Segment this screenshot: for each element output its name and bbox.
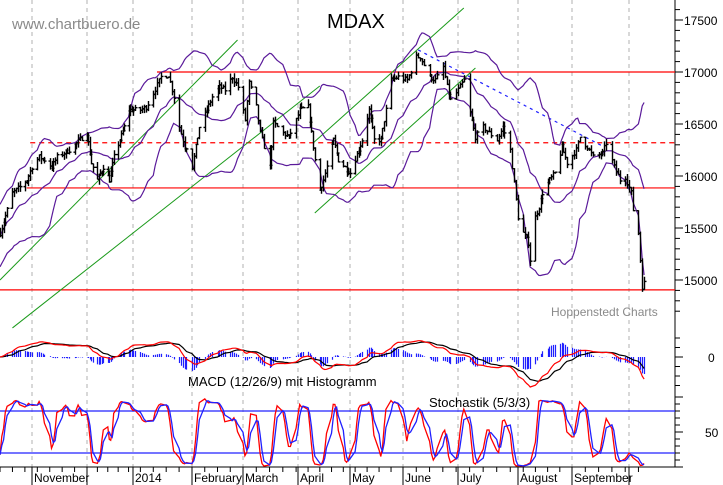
price-bar [313,147,318,162]
price-bar [184,147,189,153]
price-bar [210,93,215,107]
price-bar [30,167,35,175]
chart-title: MDAX [327,11,385,33]
price-bar [301,106,306,109]
month-label: May [352,471,375,485]
month-label: July [460,471,481,485]
price-bar [462,75,467,83]
price-bar [80,136,85,142]
price-bar [553,171,558,174]
stochastic-d-line [0,400,645,467]
trendline [312,7,465,144]
price-bar [275,122,280,128]
price-bar [288,128,293,139]
price-bar [172,88,177,104]
macd-label: MACD (12/26/9) mit Histogramm [188,374,377,389]
macd-signal-line [0,341,645,382]
stochastic-50-label: 50 [705,426,719,440]
trendline [0,39,238,281]
source-credit: Hoppenstedt Charts [551,305,658,319]
price-bar [642,276,647,291]
macd-zero-label: 0 [708,351,715,365]
month-label: February [194,471,242,485]
price-bar [422,59,427,67]
price-bar [618,170,623,185]
price-bar [325,160,330,178]
price-bar [396,71,401,81]
price-bar [409,70,414,79]
month-label: April [300,471,324,485]
price-tick-label: 16000 [684,170,718,184]
price-bar [159,72,164,84]
watermark: www.chartbuero.de [11,16,140,33]
trendline [12,85,321,329]
price-bar [197,126,202,140]
bollinger-lower-band [0,87,645,277]
price-bar [540,189,545,205]
price-bar [133,104,138,112]
price-bar [249,80,254,89]
price-tick-label: 15500 [684,222,718,236]
price-bar [578,136,583,143]
price-tick-label: 17000 [684,66,718,80]
price-bar [91,162,96,173]
price-bar [348,168,353,179]
price-bar [604,138,609,151]
price-bar [67,146,72,155]
price-bar [528,242,533,266]
price-bar [122,123,127,132]
price-bar [223,81,228,95]
stochastic-k-line [0,398,645,467]
price-bar [565,156,570,169]
price-tick-label: 15000 [684,274,718,288]
macd-line [0,340,645,388]
price-bar [372,125,377,144]
price-bar [475,130,480,144]
price-bar [502,121,507,139]
month-label: 2014 [135,471,162,485]
price-tick-label: 16500 [684,118,718,132]
stochastic-label: Stochastik (5/3/3) [429,395,530,410]
price-bar [146,100,151,112]
price-bar [516,194,521,221]
price-bar [42,156,47,164]
price-bar [435,70,440,80]
month-label: March [245,471,278,485]
price-tick-label: 17500 [684,14,718,28]
price-bar [631,186,636,212]
price-bar [55,152,60,165]
price-bar [591,151,596,157]
bollinger-upper-band [0,32,645,205]
month-label: November [34,471,89,485]
price-bar [5,206,10,218]
price-bar [360,138,365,148]
price-bar [101,164,106,176]
price-bar [18,181,23,192]
price-bar [112,150,117,166]
price-bar [236,77,241,91]
month-label: September [574,471,633,485]
bollinger-middle-band [0,71,645,236]
price-bar [489,128,494,139]
price-bar [448,91,453,101]
price-bar [336,152,341,163]
month-label: June [405,471,431,485]
price-bar [384,104,389,127]
month-label: August [520,471,558,485]
price-bar [262,133,267,150]
